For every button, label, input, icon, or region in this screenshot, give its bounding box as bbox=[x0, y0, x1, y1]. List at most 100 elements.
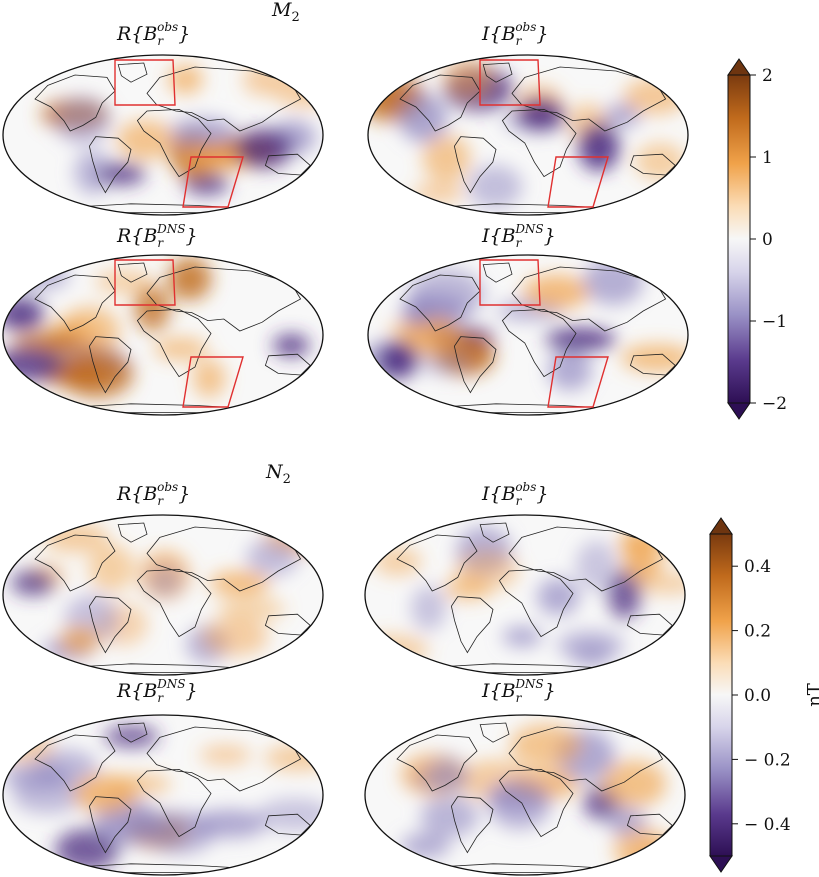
coastline bbox=[264, 153, 311, 176]
field-anomaly bbox=[88, 544, 135, 592]
field-anomaly bbox=[208, 571, 271, 596]
coastline bbox=[88, 796, 132, 854]
coastline bbox=[136, 108, 212, 178]
highlight-box-indian-ocean bbox=[547, 356, 609, 408]
field-anomaly bbox=[264, 744, 323, 771]
field-anomaly bbox=[488, 779, 551, 830]
coastline bbox=[146, 66, 302, 132]
field-anomaly bbox=[583, 257, 644, 306]
coastline bbox=[479, 722, 510, 743]
coastline bbox=[629, 153, 676, 176]
coastline bbox=[117, 62, 148, 83]
field-anomaly bbox=[373, 547, 423, 576]
coastline bbox=[264, 613, 311, 636]
field-anomaly bbox=[604, 103, 641, 128]
figure-title-n2: N2 bbox=[265, 461, 291, 487]
maps bbox=[2, 54, 689, 876]
panel-title: I{Brobs} bbox=[481, 20, 548, 48]
coastline bbox=[508, 726, 664, 792]
field-anomaly bbox=[98, 163, 146, 185]
field-anomaly bbox=[73, 774, 137, 813]
coastline bbox=[146, 726, 302, 792]
field-anomaly bbox=[192, 359, 226, 398]
highlight-box-north-atlantic bbox=[114, 59, 176, 106]
colorbar-gradient bbox=[709, 533, 733, 857]
field-anomaly bbox=[536, 578, 580, 616]
coastline bbox=[626, 813, 673, 836]
colorbar-n2: 0.4 0.2 0.0 − 0.2 − 0.4 nT bbox=[709, 517, 819, 873]
coastline bbox=[508, 526, 664, 592]
svg-text:M2: M2 bbox=[271, 0, 300, 25]
field-anomaly bbox=[601, 760, 667, 808]
coastline bbox=[511, 66, 667, 132]
map-n2-r-dns bbox=[2, 714, 324, 876]
coastline bbox=[88, 336, 132, 394]
highlight-box-north-atlantic bbox=[479, 259, 541, 306]
coastline bbox=[626, 613, 673, 636]
field-anomaly bbox=[134, 286, 171, 332]
field-anomaly bbox=[235, 128, 293, 169]
highlight-box-indian-ocean bbox=[182, 356, 244, 408]
field-anomaly bbox=[10, 570, 55, 596]
coastline bbox=[88, 596, 132, 654]
field-anomaly bbox=[410, 585, 447, 631]
panel-title: R{BrDNS} bbox=[116, 222, 198, 250]
map-n2-r-obs bbox=[2, 514, 324, 676]
coastline bbox=[34, 734, 116, 792]
coastline bbox=[501, 308, 577, 378]
field-anomaly bbox=[192, 809, 267, 838]
coastline bbox=[498, 768, 574, 838]
colorbar-extend-max bbox=[709, 517, 733, 535]
field-anomaly bbox=[621, 550, 662, 581]
colorbar-tick-label: 0.4 bbox=[744, 557, 771, 577]
field-anomaly bbox=[170, 117, 236, 146]
map-m2-i-dns bbox=[367, 254, 689, 416]
colorbar-extend-min bbox=[709, 855, 733, 873]
colorbar-tick-label: 0 bbox=[762, 230, 773, 250]
field-anomaly bbox=[509, 723, 582, 767]
field-anomaly bbox=[105, 812, 176, 834]
field-anomaly bbox=[547, 349, 593, 391]
coastline bbox=[629, 353, 676, 376]
field-anomaly bbox=[246, 538, 299, 576]
field-anomaly bbox=[571, 642, 612, 668]
svg-text:N2: N2 bbox=[265, 461, 291, 487]
coastline bbox=[136, 308, 212, 378]
field-anomaly bbox=[74, 150, 112, 195]
map-m2-r-obs bbox=[2, 54, 324, 216]
field-anomaly bbox=[59, 626, 101, 655]
field-anomaly bbox=[622, 77, 688, 115]
coastline bbox=[396, 734, 478, 792]
field-anomaly bbox=[116, 119, 176, 160]
field-anomaly bbox=[147, 564, 183, 597]
field-anomaly bbox=[442, 57, 494, 100]
colorbar-tick-label: 0.2 bbox=[744, 622, 771, 642]
map-m2-r-dns bbox=[2, 254, 324, 416]
highlight-box-indian-ocean bbox=[547, 156, 609, 208]
coastline bbox=[146, 266, 302, 332]
colorbar-gradient bbox=[727, 74, 751, 404]
colorbar-tick-label: −2 bbox=[762, 394, 787, 414]
map-n2-i-obs bbox=[364, 514, 686, 676]
colorbar-tick-label: −1 bbox=[762, 312, 787, 332]
panel-title: R{BrDNS} bbox=[116, 677, 198, 705]
coastline bbox=[482, 262, 513, 283]
coastline bbox=[88, 136, 132, 194]
field-anomaly bbox=[412, 182, 465, 204]
field-anomaly bbox=[607, 571, 642, 619]
highlight-box-north-atlantic bbox=[114, 259, 176, 306]
coastline bbox=[34, 274, 116, 332]
field-anomaly bbox=[269, 64, 323, 109]
coastline bbox=[396, 534, 478, 592]
coastline bbox=[479, 522, 510, 543]
coastline bbox=[498, 568, 574, 638]
coastline bbox=[34, 534, 116, 592]
coastline bbox=[501, 108, 577, 178]
field-anomaly bbox=[606, 807, 646, 835]
coastline bbox=[34, 74, 116, 132]
field-anomaly bbox=[578, 123, 620, 172]
field-anomaly bbox=[153, 337, 208, 361]
panel-title: I{Brobs} bbox=[481, 480, 548, 508]
colorbar-tick-label: 1 bbox=[762, 148, 773, 168]
